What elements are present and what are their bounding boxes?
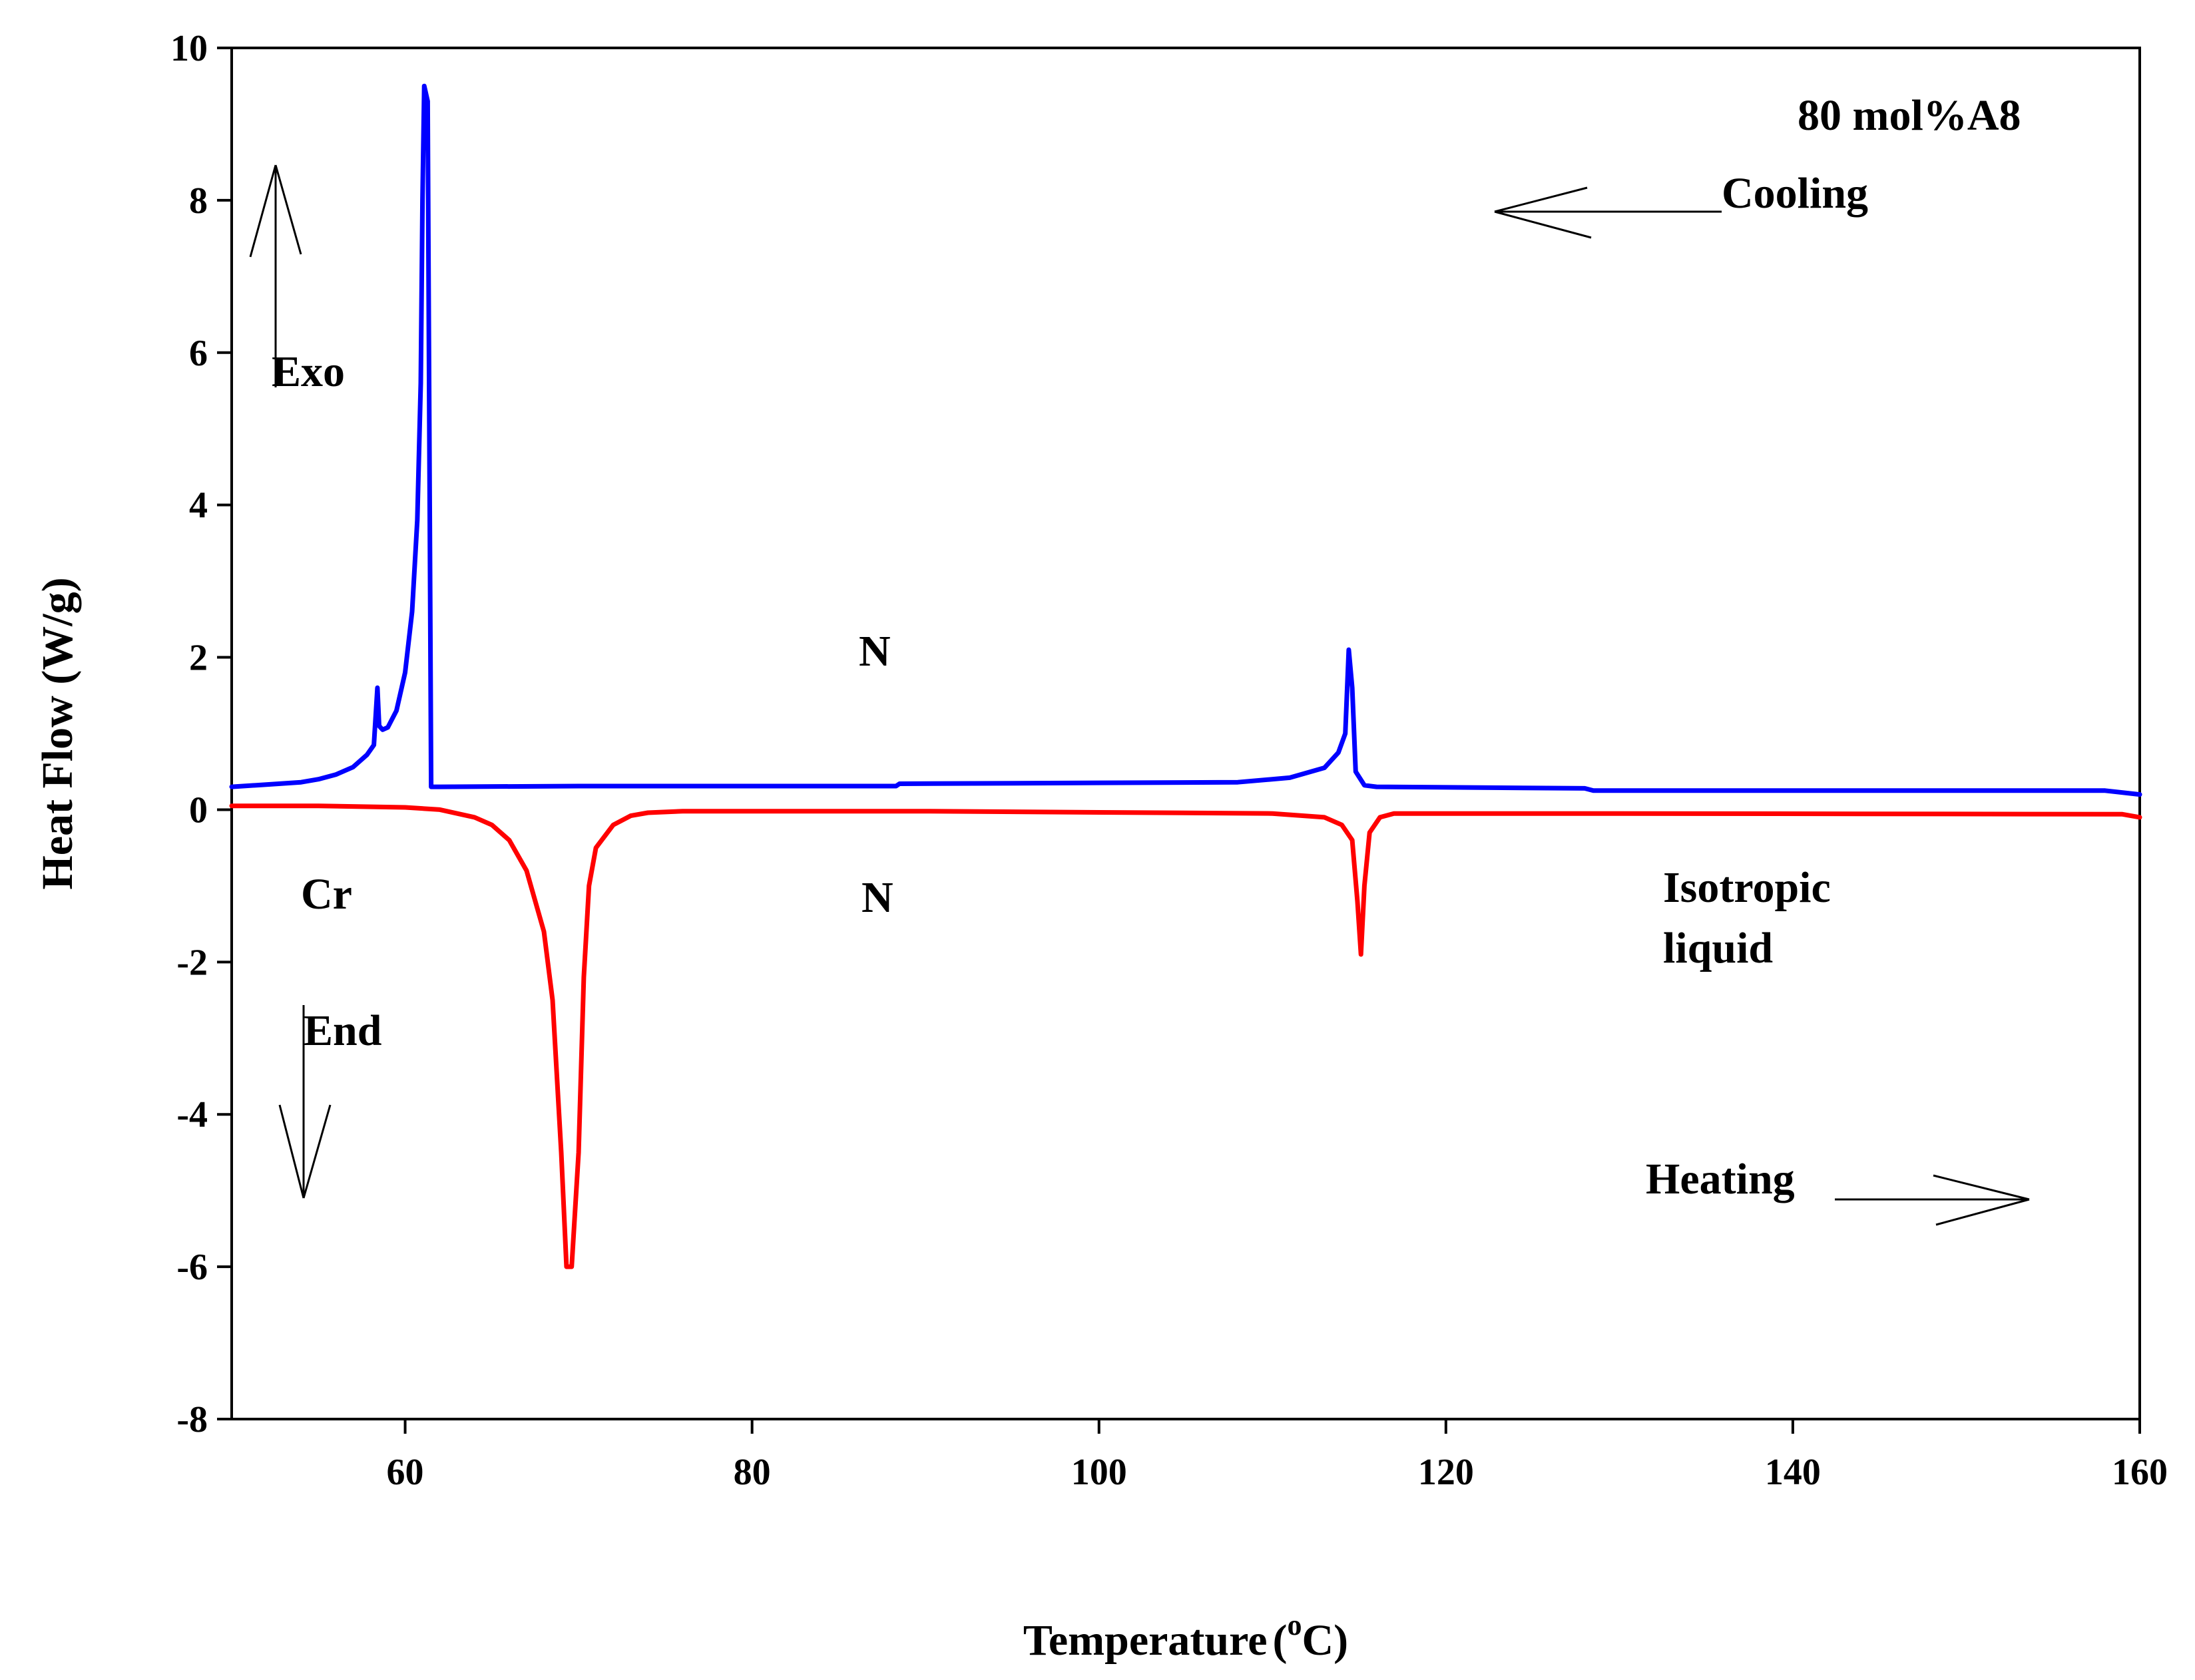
y-axis-title: Heat Flow (W/g) <box>33 577 82 889</box>
y-tick-label: -4 <box>176 1094 208 1136</box>
crystal-label: Cr <box>301 870 352 919</box>
series-heating-line <box>229 803 2142 1269</box>
cooling-arrow-icon <box>1494 186 1722 239</box>
isotropic-label-line2: liquid <box>1663 924 1773 972</box>
sample-label: 80 mol%A8 <box>1798 91 2021 140</box>
y-tick-label: -2 <box>176 942 208 983</box>
series-cooling-line <box>229 83 2142 797</box>
y-tick-label: 10 <box>170 28 208 69</box>
exo-label: Exo <box>272 347 345 396</box>
end-arrow-icon <box>278 1005 332 1199</box>
end-label: End <box>304 1006 381 1055</box>
y-tick-label: 6 <box>189 333 208 374</box>
plot-frame <box>230 47 2141 1420</box>
y-tick-label: 8 <box>189 180 208 222</box>
x-tick-label: 120 <box>1418 1452 1474 1493</box>
nematic-upper-label: N <box>859 627 891 676</box>
heating-arrow-icon <box>1835 1174 2030 1226</box>
x-tick-label: 80 <box>734 1452 771 1493</box>
series-layer <box>229 83 2142 1269</box>
x-axis-unit-open: ( <box>1272 1616 1287 1665</box>
x-axis-unit-rest: C) <box>1302 1616 1348 1665</box>
exo-arrow-icon <box>249 164 302 387</box>
x-tick-label: 100 <box>1071 1452 1127 1493</box>
nematic-lower-label: N <box>861 873 893 922</box>
x-axis: 60 80 100 120 140 160 <box>387 1419 2168 1493</box>
x-axis-title: Temperature (oC) <box>1023 1609 1348 1665</box>
cooling-label: Cooling <box>1722 169 1868 218</box>
y-tick-label: 0 <box>189 789 208 831</box>
heating-label: Heating <box>1646 1155 1795 1203</box>
x-tick-label: 140 <box>1765 1452 1821 1493</box>
y-axis: -8 -6 -4 -2 0 2 4 6 8 10 <box>170 28 232 1440</box>
y-tick-label: -6 <box>176 1247 208 1288</box>
x-tick-label: 160 <box>2112 1452 2168 1493</box>
x-tick-label: 60 <box>387 1452 424 1493</box>
y-tick-label: 2 <box>189 638 208 679</box>
y-tick-label: 4 <box>189 485 208 526</box>
x-axis-label: Temperature <box>1023 1616 1268 1665</box>
y-tick-label: -8 <box>176 1399 208 1440</box>
isotropic-label-line1: Isotropic <box>1663 863 1831 912</box>
x-axis-unit-sup: o <box>1287 1609 1302 1641</box>
